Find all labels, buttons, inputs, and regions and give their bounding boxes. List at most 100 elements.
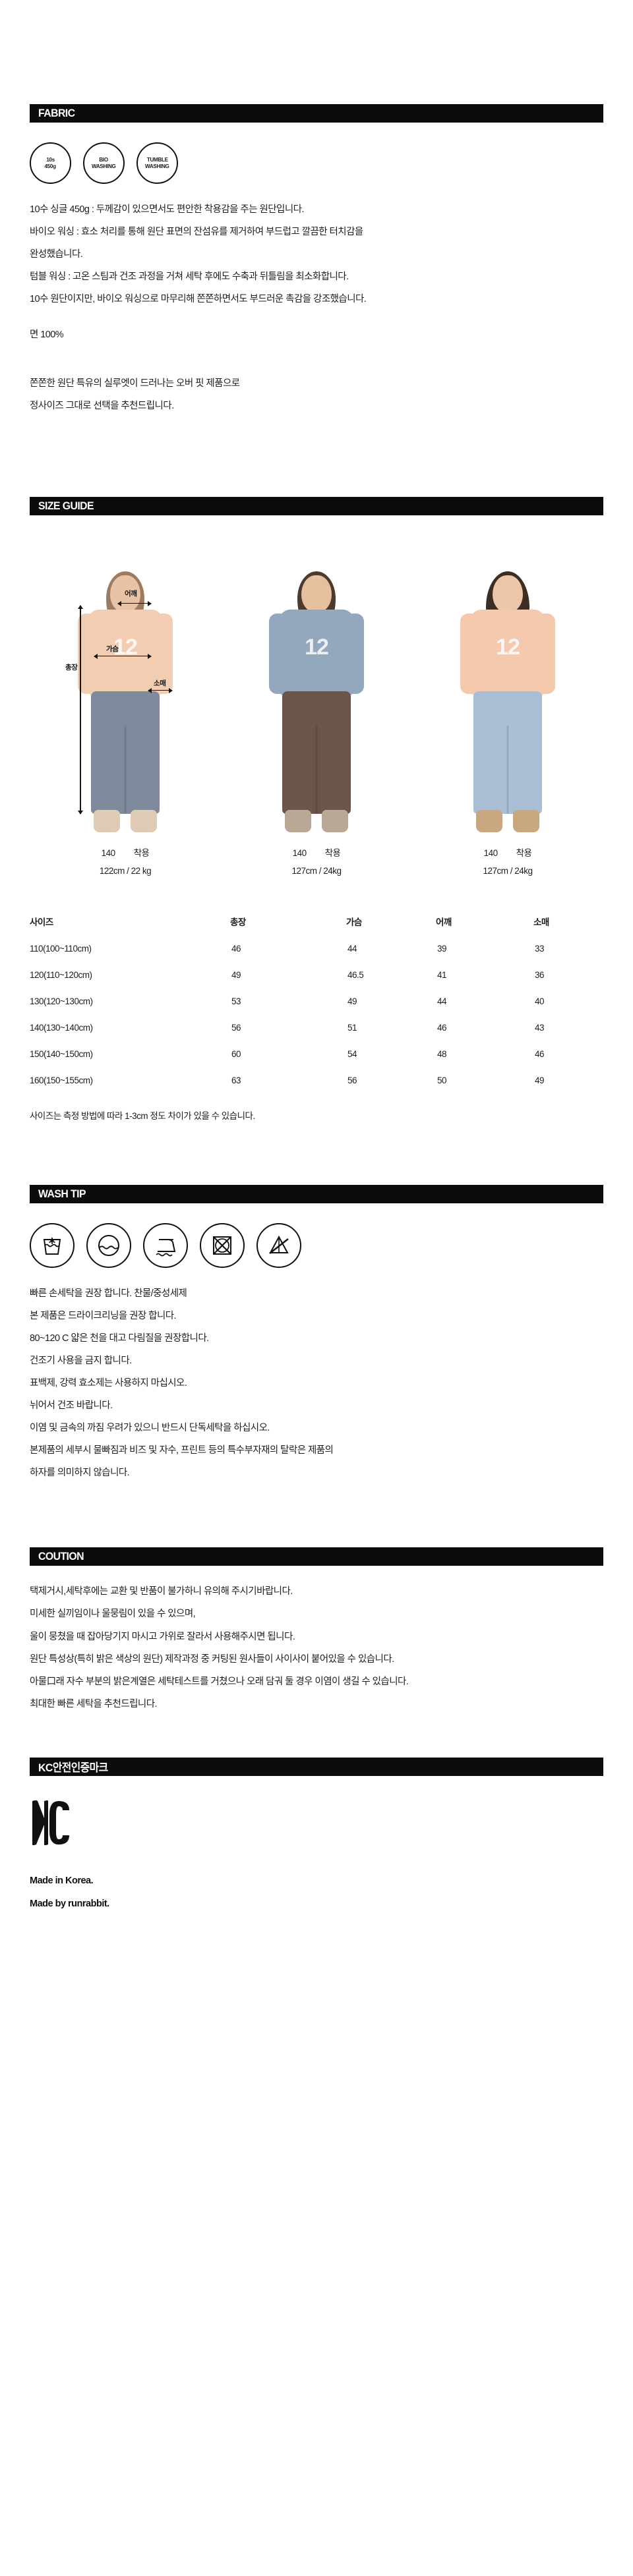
wash-tip-line-5: 표백제, 강력 효소제는 사용하지 마십시오. [30,1378,187,1389]
cell-chest: 51 [347,1023,357,1033]
cell-sleeve: 33 [535,944,545,954]
no-bleach-icon [256,1222,301,1268]
cell-size: 130(120~130cm) [30,996,93,1007]
cell-size: 120(110~120cm) [30,970,92,981]
footer-credits: Made in Korea. Made by runrabbit. [30,1870,603,1916]
table-row: 110(100~110cm) 46 44 39 33 [30,936,603,962]
fabric-desc-line-2: 바이오 워싱 : 효소 처리를 통해 원단 표면의 잔섬유를 제거하여 부드럽고… [30,227,363,238]
wash-tip-line-6: 뉘어서 건조 바랍니다. [30,1400,113,1412]
cell-length: 60 [231,1049,241,1060]
caution-text: 택제거시,세탁후에는 교환 및 반품이 불가하니 유의해 주시기바랍니다. 미세… [30,1580,603,1715]
caution-line-1: 택제거시,세탁후에는 교환 및 반품이 불가하니 유의해 주시기바랍니다. [30,1586,293,1597]
bottom-garment [473,691,542,814]
cell-shoulder: 41 [437,970,447,981]
cell-shoulder: 44 [437,996,447,1007]
model-3-measure: 127cm / 24kg [483,866,533,876]
table-row: 140(130~140cm) 56 51 46 43 [30,1015,603,1041]
cell-size: 140(130~140cm) [30,1023,93,1033]
section-header-kc: KC안전인증마크 [30,1757,603,1776]
bio-washing-badge-line-2: WASHING [92,162,116,169]
cell-sleeve: 46 [535,1049,545,1060]
shoulder-measure-arrow [117,601,152,606]
table-row: 120(110~120cm) 49 46.5 41 36 [30,962,603,988]
section-title-caution: COUTION [38,1550,84,1563]
cell-sleeve: 36 [535,970,545,981]
model-3-body: 12 [452,571,564,835]
head-shape [493,575,523,612]
made-by-line: Made by runrabbit. [30,1899,109,1910]
shoe-left [476,809,502,832]
fabric-description: 10수 싱글 450g : 두께감이 있으면서도 편안한 착용감을 주는 원단입… [30,198,603,418]
model-2-size: 140 [292,847,307,858]
cell-chest: 46.5 [347,970,364,981]
size-guide-bottom-spacer [0,1122,633,1185]
cell-chest: 49 [347,996,357,1007]
model-2-body: 12 [260,571,373,835]
section-header-caution: COUTION [30,1547,603,1566]
caution-line-5: 아물口래 자수 부분의 밝은계열은 세탁테스트를 거쳤으나 오래 담궈 둘 경우… [30,1676,409,1687]
fabric-desc-line-1: 10수 싱글 450g : 두께감이 있으면서도 편안한 착용감을 주는 원단입… [30,204,304,215]
annotation-chest: 가슴 [106,644,119,653]
section-title-fabric: FABRIC [38,107,75,119]
model-3-size: 140 [483,847,498,858]
no-tumble-dry-icon [200,1222,245,1268]
head-shape [301,575,332,612]
model-caption-row: 140 착용 122cm / 22 kg 140 착용 127cm / 24kg… [30,844,603,880]
wash-tip-line-1: 빠른 손세탁을 권장 합니다. 찬물/중성세제 [30,1288,187,1299]
top-spacer-2 [0,63,633,104]
annotation-length: 총장 [65,663,78,672]
model-figure-2: 12 [221,545,412,835]
fabric-badge-row: 10s 450g BIO WASHING TUMBLE WASHING [30,142,603,184]
wash-icon-row [30,1222,603,1268]
model-2-measure: 127cm / 24kg [291,866,342,876]
cell-length: 56 [231,1023,241,1033]
cell-shoulder: 50 [437,1075,447,1086]
column-header-sleeve: 소매 [533,917,549,927]
cell-sleeve: 40 [535,996,545,1007]
wash-tip-line-8: 본제품의 세부시 물빠짐과 비즈 및 자수, 프린트 등의 특수부자재의 탈락은… [30,1445,334,1456]
bio-washing-badge: BIO WASHING [83,142,125,184]
tumble-washing-badge: TUMBLE WASHING [136,142,178,184]
column-header-chest: 가슴 [346,917,362,927]
yarn-weight-badge: 10s 450g [30,142,71,184]
model-figure-1: 12 어깨 가슴 소매 총장 [30,545,221,835]
wash-tip-line-3: 80~120 C 얇은 천을 대고 다림질을 권장합니다. [30,1332,209,1344]
fabric-bottom-spacer [0,418,633,497]
cell-sleeve: 43 [535,1023,545,1033]
table-row: 150(140~150cm) 60 54 48 46 [30,1041,603,1068]
tumble-washing-badge-line-1: TUMBLE [146,156,168,163]
chest-print-2: 12 [305,634,329,660]
section-header-size-guide: SIZE GUIDE [30,496,603,515]
head-shape [110,575,140,612]
shoe-right [513,809,539,832]
model-1-body: 12 어깨 가슴 소매 총장 [65,571,181,835]
cell-chest: 44 [347,944,357,954]
size-table-note: 사이즈는 측정 방법에 따라 1-3cm 정도 차이가 있을 수 있습니다. [30,1110,255,1121]
column-header-size: 사이즈 [30,917,53,927]
model-caption-1: 140 착용 122cm / 22 kg [30,844,221,880]
hand-wash-icon [86,1222,131,1268]
top-garment [471,609,545,697]
cell-length: 63 [231,1075,241,1086]
bottom-garment [282,691,351,814]
column-header-length: 총장 [230,917,246,927]
cell-chest: 54 [347,1049,357,1060]
length-measure-arrow [78,604,82,815]
chest-print-3: 12 [496,634,520,660]
shoe-left [94,809,120,832]
wash-tip-line-4: 건조기 사용을 금지 합니다. [30,1356,132,1367]
sleeve-measure-arrow [148,688,173,693]
cell-size: 150(140~150cm) [30,1049,93,1060]
model-1-size: 140 [101,847,116,858]
caution-line-2: 미세한 실끼임이나 울뭉림이 있을 수 있으며, [30,1609,196,1620]
bio-washing-badge-line-1: BIO [99,156,109,163]
chest-measure-arrow [94,654,152,658]
section-title-kc: KC안전인증마크 [38,1761,108,1775]
section-title-size-guide: SIZE GUIDE [38,499,94,512]
caution-bottom-spacer [0,1715,633,1758]
yarn-weight-badge-line-2: 450g [44,162,57,169]
iron-steam-icon [143,1222,188,1268]
chest-print-1: 12 [113,634,138,660]
table-row: 130(120~130cm) 53 49 44 40 [30,988,603,1015]
section-header-wash-tip: WASH TIP [30,1184,603,1203]
